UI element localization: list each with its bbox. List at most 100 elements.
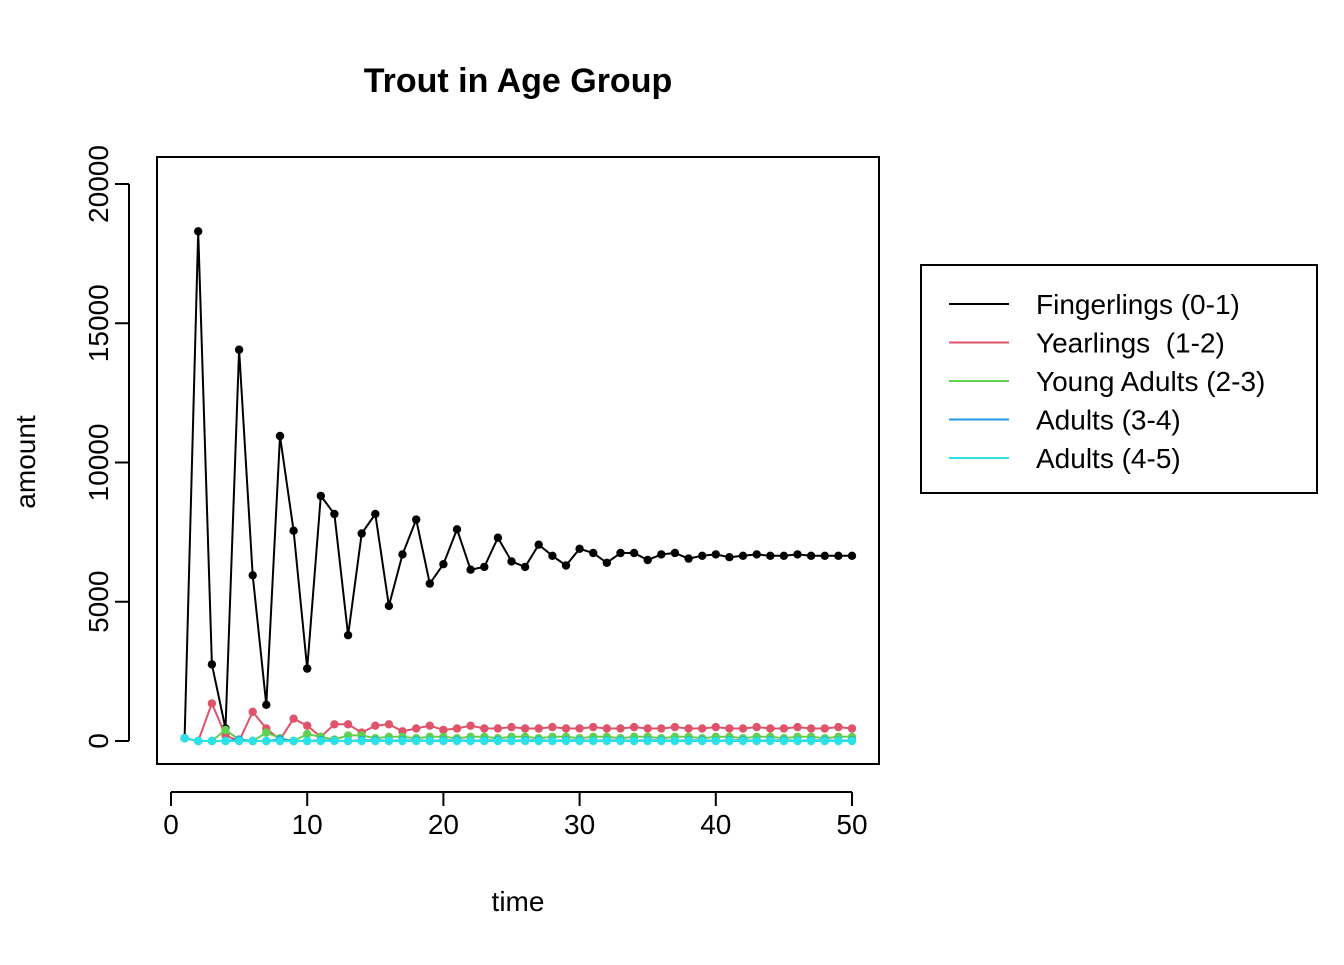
x-tick-label: 40 [700, 809, 731, 840]
data-point [779, 724, 789, 733]
data-point [330, 720, 339, 729]
data-point [480, 724, 489, 733]
data-point [357, 736, 366, 746]
data-point [670, 722, 680, 732]
data-point [643, 736, 652, 746]
series-1 [180, 227, 857, 743]
data-point [589, 736, 598, 746]
data-point [493, 724, 503, 733]
data-point [575, 544, 584, 553]
data-point [738, 551, 748, 560]
data-point [371, 509, 380, 519]
data-point [534, 724, 543, 733]
data-point [602, 724, 611, 733]
x-axis-label: time [492, 886, 545, 917]
data-point [616, 736, 625, 746]
data-point [589, 548, 598, 558]
data-point [507, 557, 516, 566]
legend-label: Yearlings (1-2) [1036, 328, 1225, 359]
data-point [657, 550, 666, 559]
data-point [439, 725, 448, 735]
data-point [425, 721, 434, 730]
data-point [752, 736, 761, 746]
data-point [330, 736, 339, 746]
data-point [316, 491, 325, 501]
data-point [766, 551, 775, 560]
data-point [466, 565, 475, 574]
data-point [834, 722, 843, 732]
data-point [698, 551, 707, 560]
data-point [343, 736, 353, 746]
data-point [466, 721, 475, 730]
data-point [221, 725, 230, 735]
data-point [480, 736, 489, 746]
data-point [289, 736, 298, 746]
y-tick-label: 0 [83, 733, 114, 749]
data-point [520, 736, 530, 746]
data-point [820, 724, 829, 733]
y-tick-label: 15000 [83, 284, 114, 362]
data-point [752, 722, 761, 732]
data-point [820, 736, 829, 746]
series-line [183, 231, 852, 739]
data-point [616, 724, 625, 733]
data-point [561, 724, 571, 733]
data-point [534, 540, 543, 549]
data-point [452, 525, 462, 534]
data-point [439, 736, 448, 746]
data-point [670, 736, 680, 746]
series-5 [180, 734, 857, 746]
data-point [384, 601, 394, 611]
data-point [248, 571, 257, 580]
data-point [221, 736, 230, 746]
data-point [207, 699, 217, 708]
x-tick-label: 10 [292, 809, 323, 840]
data-point [534, 736, 543, 746]
data-point [466, 736, 475, 746]
data-point [398, 550, 407, 559]
data-point [180, 734, 189, 743]
data-point [303, 721, 312, 730]
data-point [452, 724, 462, 733]
data-point [806, 724, 816, 733]
data-point [806, 736, 816, 746]
data-point [684, 724, 693, 733]
data-point [766, 724, 775, 733]
data-point [412, 724, 421, 733]
chart-title: Trout in Age Group [364, 62, 673, 100]
data-point [806, 551, 816, 560]
data-point [480, 562, 489, 572]
data-point [657, 724, 666, 733]
data-point [248, 707, 257, 716]
data-point [820, 551, 829, 560]
data-point [602, 736, 611, 746]
data-point [234, 736, 244, 746]
data-point [275, 736, 285, 746]
x-tick-label: 30 [564, 809, 595, 840]
data-point [616, 548, 625, 558]
data-point [575, 736, 584, 746]
legend: Fingerlings (0-1) Yearlings (1-2) Young Ad… [920, 264, 1318, 494]
series-line [184, 700, 853, 743]
data-point [793, 550, 802, 559]
data-point [657, 736, 666, 746]
legend-label: Adults (4-5) [1036, 443, 1181, 474]
y-tick-label: 20000 [83, 145, 114, 223]
data-point [834, 551, 843, 560]
data-point [602, 558, 611, 567]
data-point [711, 722, 720, 732]
data-point [343, 720, 353, 729]
data-point [752, 550, 761, 559]
data-point [194, 736, 203, 746]
data-point [275, 431, 285, 441]
data-point [384, 736, 394, 746]
data-point [303, 729, 312, 739]
data-point [412, 515, 421, 524]
data-point [766, 736, 775, 746]
data-point [520, 724, 530, 733]
data-point [738, 724, 748, 733]
data-point [412, 736, 421, 746]
data-point [793, 722, 802, 732]
